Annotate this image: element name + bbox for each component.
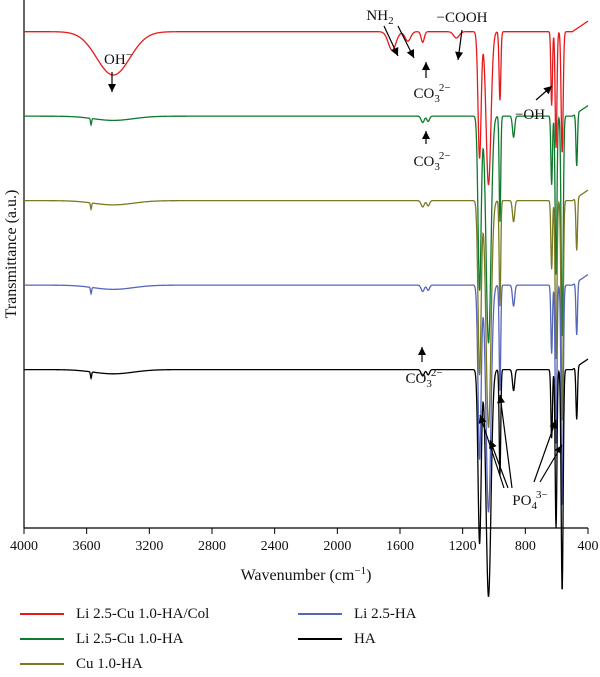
legend-swatch [20, 663, 64, 665]
y-axis-title: Transmittance (a.u.) [3, 190, 20, 319]
arrow-oh-red-head [543, 86, 552, 95]
series-line-3 [24, 274, 589, 513]
annotation-co3-red: CO32− [413, 82, 450, 105]
arrow-nh2-2-head [406, 49, 414, 58]
legend-swatch [298, 638, 342, 640]
legend-item-ha: HA [298, 629, 376, 649]
legend-item-li-cu: Li 2.5-Cu 1.0-HA [20, 629, 184, 649]
annotation-po4: PO43− [512, 489, 547, 512]
series-line-0 [24, 20, 589, 186]
legend: Li 2.5-Cu 1.0-HA/Col Li 2.5-Cu 1.0-HA Cu… [0, 600, 600, 677]
arrow-po4-2-head [489, 440, 497, 449]
legend-swatch [20, 613, 64, 615]
arrow-co3-green-head [422, 131, 430, 139]
x-tick-label: 1600 [386, 539, 414, 554]
legend-label: Li 2.5-Cu 1.0-HA/Col [76, 605, 210, 622]
legend-label: Cu 1.0-HA [76, 655, 143, 672]
legend-item-cu: Cu 1.0-HA [20, 654, 143, 674]
x-axis-title: Wavenumber (cm−1) [241, 565, 372, 584]
x-tick-label: 800 [515, 539, 536, 554]
legend-swatch [298, 613, 342, 615]
legend-item-li: Li 2.5-HA [298, 604, 417, 624]
arrow-co3-black-head [418, 347, 426, 355]
arrow-po4-1-head [478, 415, 487, 424]
arrow-po4-4-shaft [533, 419, 557, 483]
x-tick-label: 2000 [323, 539, 351, 554]
legend-item-col: Li 2.5-Cu 1.0-HA/Col [20, 604, 209, 624]
legend-label: Li 2.5-Cu 1.0-HA [76, 630, 184, 647]
arrow-po4-2-shaft [489, 439, 509, 489]
legend-label: HA [354, 630, 376, 647]
arrow-po4-5-head [554, 445, 562, 454]
arrow-cooh-head [455, 51, 464, 60]
series-line-2 [24, 189, 589, 428]
annotation-oh-red: −OH [515, 107, 545, 123]
arrow-po4-3-shaft [499, 394, 513, 489]
series-line-4 [24, 358, 589, 597]
x-tick-label: 4000 [10, 539, 38, 554]
x-tick-label: 1200 [449, 539, 477, 554]
annotation-nh2: NH2 [366, 8, 393, 27]
annotation-oh-minus: OH− [104, 49, 132, 68]
x-tick-label: 3200 [135, 539, 163, 554]
arrow-co3-red-head [422, 62, 430, 70]
arrow-po4-3-head [497, 395, 505, 404]
legend-swatch [20, 638, 64, 640]
arrow-po4-4-head [549, 420, 558, 429]
x-tick-label: 3600 [73, 539, 101, 554]
annotation-co3-green: CO32− [413, 150, 450, 173]
arrow-oh-minus-head [108, 84, 116, 92]
x-tick-label: 2400 [261, 539, 289, 554]
series-line-1 [24, 105, 589, 344]
chart-svg: 4000 3600 3200 2800 2400 2000 1600 1200 800 400 Wa… [3, 0, 599, 597]
arrow-po4-1-shaft [479, 414, 505, 489]
annotation-cooh: −COOH [437, 10, 488, 26]
annotation-co3-black: CO32− [405, 367, 442, 390]
legend-label: Li 2.5-HA [354, 605, 417, 622]
x-tick-label: 2800 [198, 539, 226, 554]
x-tick-label: 400 [578, 539, 599, 554]
arrow-nh2-1-head [390, 47, 399, 56]
